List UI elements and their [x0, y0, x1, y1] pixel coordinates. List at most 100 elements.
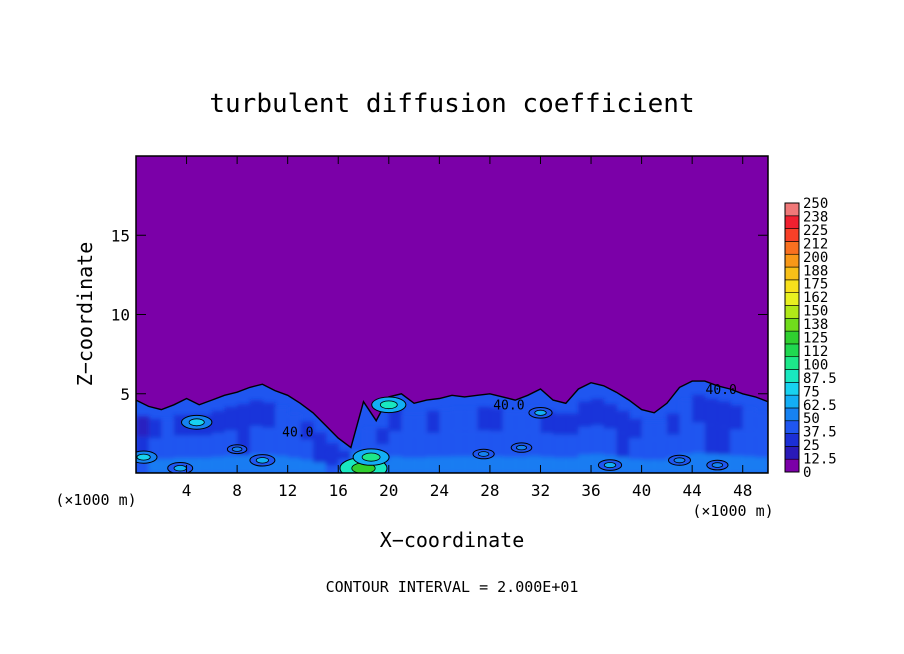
layer-cell — [692, 394, 706, 423]
layer-cell — [565, 457, 579, 473]
layer-cell — [439, 409, 453, 432]
layer-cell — [553, 413, 567, 435]
colorbar: 012.52537.55062.57587.510011212513815016… — [784, 196, 837, 481]
layer-cell — [186, 435, 200, 458]
layer-cell — [452, 408, 466, 432]
colorbar-label: 25 — [803, 438, 820, 454]
contour-label: 40.0 — [706, 383, 737, 398]
layer-cell — [262, 402, 276, 428]
layer-cell — [401, 434, 415, 458]
layer-cell — [540, 432, 554, 457]
layer-cell — [515, 457, 529, 473]
layer-cell — [717, 401, 731, 427]
layer-cell — [325, 453, 339, 466]
layer-cell — [464, 456, 478, 473]
layer-cell — [717, 426, 731, 455]
layer-cell — [502, 411, 516, 433]
layer-cell — [616, 432, 630, 457]
layer-cell — [414, 434, 428, 458]
layer-cell — [654, 459, 668, 473]
colorbar-label: 150 — [803, 304, 828, 320]
contour-interval-note: CONTOUR INTERVAL = 2.000E+01 — [326, 578, 579, 596]
layer-cell — [414, 413, 428, 435]
chart-title: turbulent diffusion coefficient — [209, 89, 694, 119]
colorbar-label: 12.5 — [803, 452, 837, 468]
layer-cell — [161, 438, 175, 459]
layer-cell — [199, 435, 213, 458]
layer-cell — [300, 459, 314, 473]
layer-cell — [426, 457, 440, 473]
colorbar-label: 125 — [803, 331, 828, 347]
layer-cell — [173, 435, 188, 458]
layer-cell — [629, 419, 643, 439]
hotspot-core — [136, 453, 151, 461]
x-axis-label: X−coordinate — [380, 528, 525, 552]
colorbar-swatch — [784, 343, 800, 358]
colorbar-label: 138 — [803, 317, 828, 333]
layer-cell — [616, 411, 630, 433]
layer-cell — [553, 457, 567, 473]
layer-cell — [565, 413, 579, 435]
colorbar-swatch — [784, 356, 800, 370]
colorbar-swatch — [784, 279, 800, 293]
colorbar-swatch — [784, 433, 800, 447]
layer-cell — [704, 425, 718, 454]
colorbar-swatch — [784, 202, 800, 217]
colorbar-swatch — [784, 420, 800, 434]
layer-cell — [755, 457, 768, 473]
layer-cell — [679, 400, 693, 426]
colorbar-label: 212 — [803, 236, 828, 252]
x-axis: 4 8 12 16 20 24 28 32 36 40 44 48 — [182, 156, 752, 500]
layer-cell — [401, 413, 415, 435]
layer-cell — [704, 398, 718, 426]
hotspot-core — [361, 452, 381, 462]
x-tick-label: 16 — [329, 481, 348, 500]
layer-cell — [489, 456, 504, 473]
layer-cell — [730, 405, 744, 430]
colorbar-label: 0 — [803, 465, 811, 481]
layer-cell — [300, 421, 314, 440]
hotspot-core — [188, 418, 205, 427]
hotspot-core — [711, 462, 724, 468]
layer-cell — [414, 457, 428, 473]
layer-cell — [730, 429, 744, 456]
layer-cell — [388, 431, 402, 457]
x-unit-right: (×1000 m) — [692, 502, 773, 520]
x-tick-label: 32 — [531, 481, 550, 500]
layer-cell — [376, 428, 390, 445]
colorbar-swatch — [784, 317, 800, 332]
layer-cell — [755, 433, 768, 458]
layer-cell — [237, 404, 251, 429]
y-axis: 5 10 15 — [111, 226, 768, 404]
layer-cell — [211, 457, 225, 473]
x-tick-label: 20 — [379, 481, 398, 500]
layer-cell — [224, 455, 238, 473]
layer-cell — [136, 416, 150, 437]
x-tick-label: 24 — [430, 481, 449, 500]
layer-cell — [426, 411, 440, 433]
x-tick-label: 4 — [182, 481, 192, 500]
layer-cell — [654, 439, 668, 460]
x-tick-label: 40 — [632, 481, 651, 500]
colorbar-swatch — [784, 458, 800, 473]
layer-cell — [742, 456, 756, 473]
layer-cell — [629, 438, 643, 459]
layer-cell — [629, 459, 643, 473]
hotspot-core — [603, 462, 617, 469]
layer-cell — [578, 454, 592, 473]
layer-cell — [553, 434, 567, 458]
layer-cell — [489, 408, 504, 432]
layer-cell — [249, 400, 263, 426]
layer-cell — [313, 446, 327, 463]
colorbar-label: 162 — [803, 290, 828, 306]
layer-cell — [287, 457, 301, 473]
colorbar-label: 238 — [803, 210, 828, 226]
layer-cell — [591, 398, 605, 426]
layer-cell — [742, 408, 756, 432]
y-tick-label: 5 — [120, 385, 130, 404]
layer-cell — [388, 456, 402, 473]
hotspot-core — [534, 409, 547, 416]
colorbar-label: 175 — [803, 277, 828, 293]
layer-cell — [489, 431, 504, 457]
